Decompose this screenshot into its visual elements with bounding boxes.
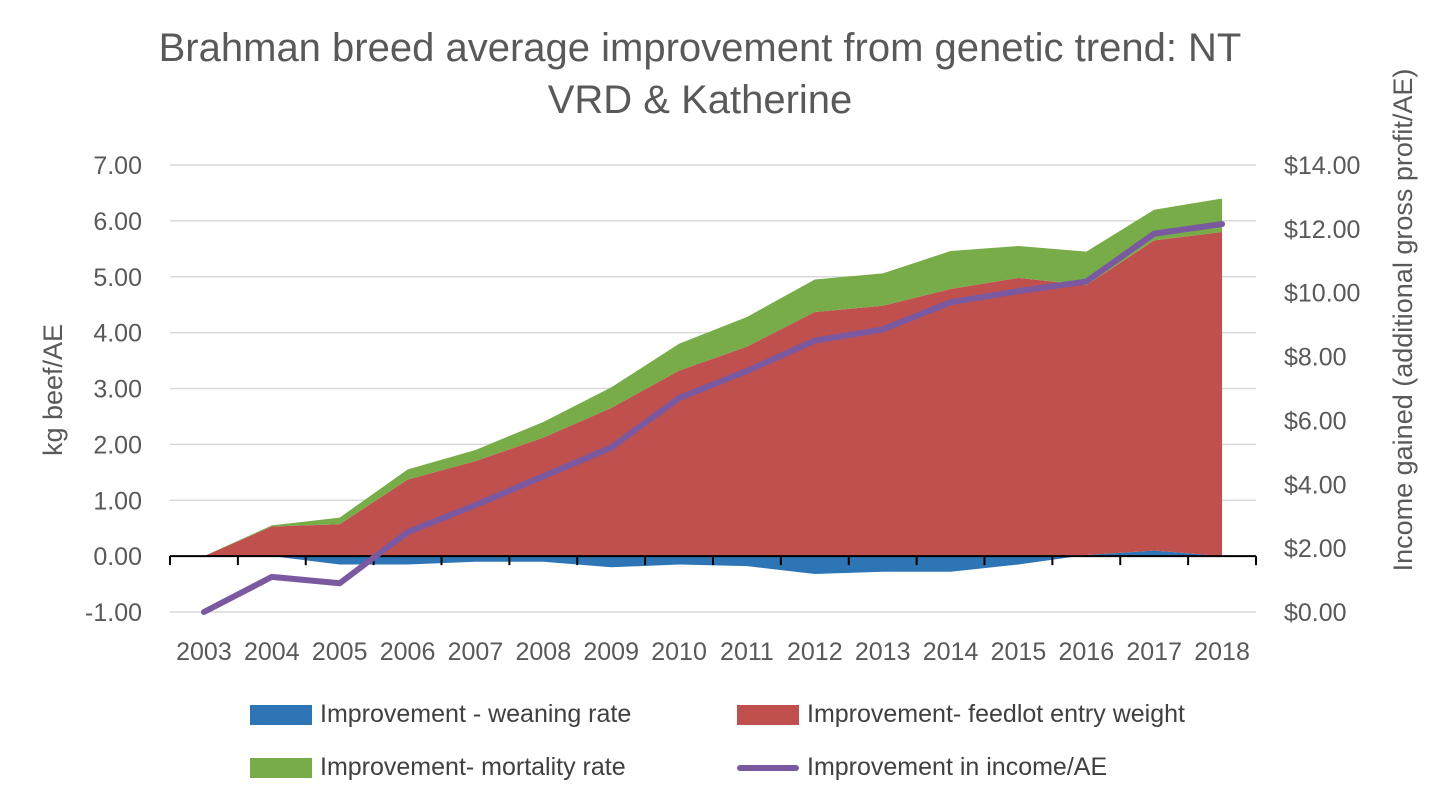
y-tick-label: 2.00 (93, 431, 142, 459)
x-axis-ticks: 2003 2004 2005 2006 2007 2008 2009 2010 2011 2012… (176, 638, 1250, 666)
x-tick-label: 2013 (855, 638, 911, 666)
legend-item-income: Improvement in income/AE (737, 753, 1107, 782)
y2-tick-label: $14.00 (1284, 152, 1360, 180)
y2-tick-label: $4.00 (1284, 471, 1347, 499)
y-axis-label: kg beef/AE (38, 324, 68, 456)
x-tick-label: 2009 (583, 638, 639, 666)
chart-title-line-1: Brahman breed average improvement from g… (158, 26, 1242, 70)
y-tick-label: 7.00 (93, 152, 142, 180)
y2-tick-label: $10.00 (1284, 280, 1360, 308)
x-tick-label: 2006 (380, 638, 436, 666)
y2-axis-label: Income gained (additional gross profit/A… (1388, 69, 1418, 572)
legend-swatch-income (737, 764, 799, 771)
line-income-per-ae (200, 221, 1226, 615)
x-tick-label: 2003 (176, 638, 232, 666)
y2-axis-ticks: $0.00 $2.00 $4.00 $6.00 $8.00 $10.00 $12.00 $14… (1284, 152, 1360, 627)
y2-tick-label: $12.00 (1284, 216, 1360, 244)
legend-item-weaning-rate: Improvement - weaning rate (250, 700, 631, 729)
x-tick-label: 2004 (244, 638, 300, 666)
y2-tick-label: $6.00 (1284, 407, 1347, 435)
x-axis (169, 555, 1257, 566)
x-tick-label: 2010 (651, 638, 707, 666)
x-tick-label: 2018 (1194, 638, 1250, 666)
x-tick-label: 2015 (991, 638, 1047, 666)
legend-swatch-mortality-rate (250, 757, 312, 778)
area-feedlot-entry-weight (203, 232, 1223, 557)
x-tick-label: 2014 (923, 638, 979, 666)
legend-item-mortality-rate: Improvement- mortality rate (250, 753, 626, 782)
legend-swatch-weaning-rate (250, 704, 312, 725)
legend-item-feedlot-entry-weight: Improvement- feedlot entry weight (737, 700, 1185, 729)
area-mortality-rate (203, 198, 1223, 557)
legend: Improvement - weaning rate Improvement- … (0, 690, 1454, 800)
y-tick-label: 6.00 (93, 208, 142, 236)
y-tick-label: 3.00 (93, 376, 142, 404)
y-tick-label: 1.00 (93, 487, 142, 515)
legend-swatch-feedlot-entry-weight (737, 704, 799, 725)
x-tick-label: 2005 (312, 638, 368, 666)
chart-title: Brahman breed average improvement from g… (100, 22, 1300, 126)
y-tick-label: -1.00 (85, 599, 142, 627)
x-tick-label: 2008 (516, 638, 572, 666)
y-tick-label: 0.00 (93, 543, 142, 571)
y2-tick-label: $2.00 (1284, 535, 1347, 563)
x-tick-label: 2012 (787, 638, 843, 666)
x-tick-label: 2011 (720, 638, 774, 666)
y-axis-ticks: -1.00 0.00 1.00 2.00 3.00 4.00 5.00 6.00 7.00 (85, 152, 142, 627)
x-tick-label: 2016 (1059, 638, 1115, 666)
legend-label-income: Improvement in income/AE (807, 753, 1108, 781)
line-series (200, 221, 1226, 615)
legend-label-mortality-rate: Improvement- mortality rate (320, 753, 626, 781)
legend-label-feedlot-entry-weight: Improvement- feedlot entry weight (807, 700, 1185, 728)
y-tick-label: 5.00 (93, 264, 142, 292)
y-tick-label: 4.00 (93, 320, 142, 348)
x-tick-label: 2007 (448, 638, 504, 666)
y2-tick-label: $8.00 (1284, 344, 1347, 372)
x-tick-label: 2017 (1126, 638, 1182, 666)
y2-tick-label: $0.00 (1284, 599, 1347, 627)
legend-label-weaning-rate: Improvement - weaning rate (320, 700, 632, 728)
chart-title-line-2: VRD & Katherine (547, 78, 853, 122)
